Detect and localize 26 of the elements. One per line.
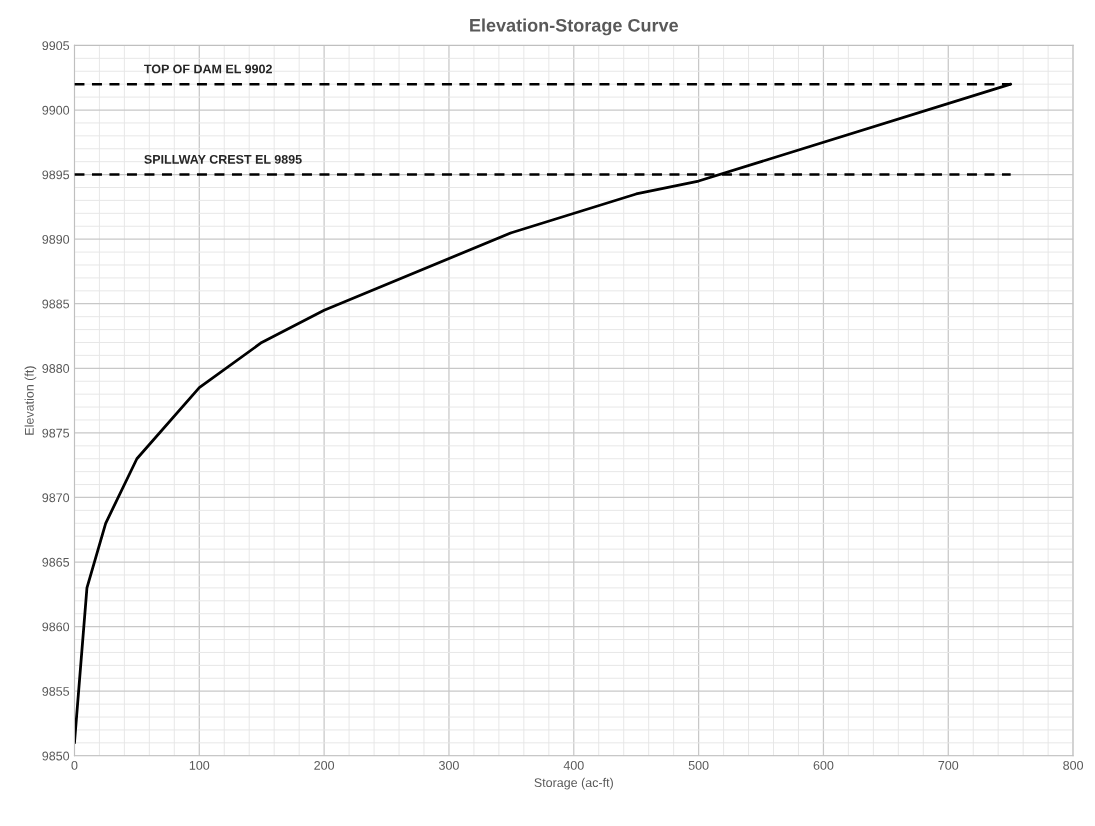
y-tick-label: 9885: [42, 299, 70, 309]
x-tick-label: 500: [688, 760, 709, 770]
x-tick-label: 700: [938, 760, 959, 770]
x-tick-label: 600: [813, 760, 834, 770]
y-tick-label: 9905: [42, 41, 70, 51]
x-tick-label: 200: [314, 760, 335, 770]
x-axis-title: Storage (ac-ft): [534, 777, 613, 790]
y-tick-label: 9870: [42, 493, 70, 503]
x-tick-label: 400: [563, 760, 584, 770]
ref-line-label: SPILLWAY CREST EL 9895: [144, 154, 302, 164]
y-axis-title: Elevation (ft): [24, 366, 37, 435]
y-tick-label: 9880: [42, 364, 70, 373]
ref-line-label: TOP OF DAM EL 9902: [144, 64, 272, 74]
y-tick-label: 9900: [42, 105, 70, 115]
x-tick-label: 100: [189, 760, 210, 770]
y-tick-label: 9850: [42, 751, 70, 761]
y-tick-label: 9890: [42, 234, 70, 244]
y-tick-label: 9865: [42, 557, 70, 567]
y-tick-label: 9855: [42, 687, 70, 696]
x-tick-label: 800: [1063, 760, 1084, 770]
y-tick-label: 9875: [42, 428, 70, 438]
y-tick-label: 9860: [42, 622, 70, 632]
x-tick-label: 0: [71, 760, 78, 770]
x-tick-label: 300: [439, 760, 459, 770]
y-tick-label: 9895: [42, 170, 70, 180]
chart-title: Elevation-Storage Curve: [470, 18, 679, 36]
